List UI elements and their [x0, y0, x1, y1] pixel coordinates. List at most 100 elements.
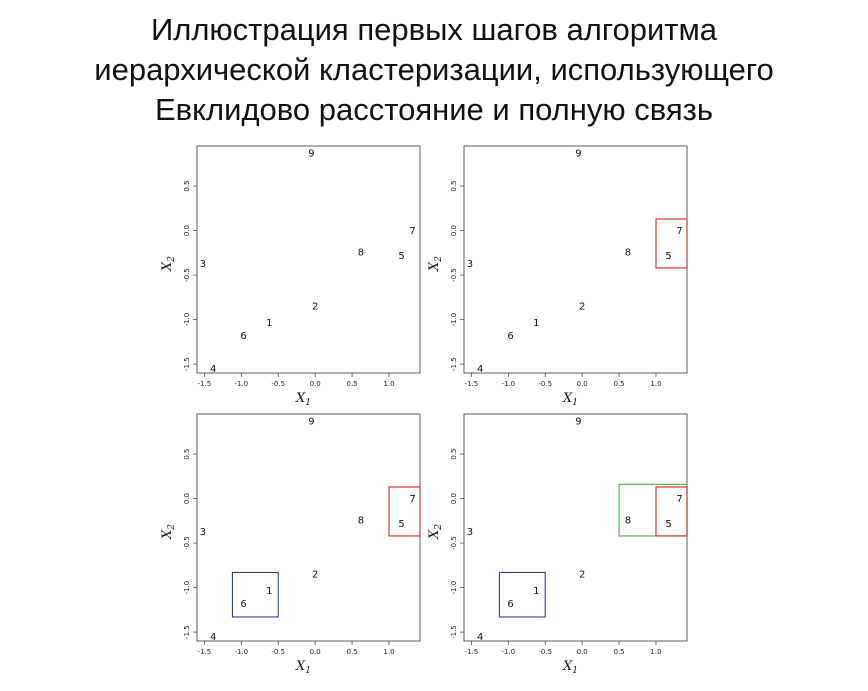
y-tick-label: -1.5: [183, 625, 191, 639]
y-tick-label: -1.0: [450, 581, 458, 595]
point-label-9: 9: [308, 149, 314, 160]
x-tick-label: 1.0: [650, 380, 661, 388]
point-label-6: 6: [507, 599, 513, 610]
point-label-9: 9: [575, 417, 581, 428]
x-tick-label: 0.0: [577, 648, 588, 656]
point-label-3: 3: [200, 259, 206, 270]
x-tick-label: -1.5: [198, 648, 212, 656]
y-axis-label-subscript: 2: [167, 524, 177, 531]
x-axis-label: X1: [562, 659, 578, 676]
plot-frame: [196, 145, 421, 374]
point-label-4: 4: [477, 364, 483, 375]
slide-title-line-3: Евклидово расстояние и полную связь: [154, 92, 714, 127]
y-axis-label-subscript: 2: [434, 524, 444, 531]
point-label-9: 9: [575, 149, 581, 160]
scatter-panel-1: -1.5 -1.0 -0.5 0.0 0.5 1.0 -1.5 -1.0 -0.5 0.0 0.5 X…: [160, 145, 421, 408]
point-label-2: 2: [312, 302, 318, 313]
x-tick-label: -0.5: [538, 648, 552, 656]
y-tick-label: -0.5: [183, 268, 191, 282]
point-label-8: 8: [358, 515, 364, 526]
y-tick-label: -1.0: [183, 581, 191, 595]
plot-frame: [463, 145, 688, 374]
point-label-2: 2: [579, 302, 585, 313]
x-tick-label: -1.5: [465, 380, 479, 388]
x-axis-label-subscript: 1: [305, 398, 311, 408]
x-tick-label: 0.5: [346, 380, 357, 388]
x-tick-label: -1.0: [501, 648, 515, 656]
point-label-7: 7: [409, 226, 415, 237]
x-axis-label: X1: [295, 391, 311, 408]
x-tick-label: -1.0: [234, 380, 248, 388]
y-tick-label: -0.5: [450, 268, 458, 282]
point-label-7: 7: [409, 494, 415, 505]
x-tick-label: -0.5: [271, 648, 285, 656]
y-tick-label: 0.0: [450, 493, 458, 504]
point-label-9: 9: [308, 417, 314, 428]
scatter-panel-2: -1.5 -1.0 -0.5 0.0 0.5 1.0 -1.5 -1.0 -0.5 0.0 0.5 X…: [427, 145, 688, 408]
point-label-6: 6: [240, 331, 246, 342]
y-axis-label: X2: [160, 256, 177, 272]
point-label-4: 4: [477, 632, 483, 643]
slide-title-line-1: Иллюстрация первых шагов алгоритма: [150, 12, 718, 47]
x-axis-label-subscript: 1: [572, 398, 578, 408]
y-tick-label: 0.0: [183, 225, 191, 236]
scatter-panel-3: -1.5 -1.0 -0.5 0.0 0.5 1.0 -1.5 -1.0 -0.5 0.0 0.5 X…: [160, 413, 421, 676]
x-tick-label: 1.0: [383, 380, 394, 388]
point-label-3: 3: [467, 259, 473, 270]
x-tick-label: 0.0: [310, 648, 321, 656]
point-label-3: 3: [467, 527, 473, 538]
y-tick-label: -1.5: [450, 625, 458, 639]
point-label-1: 1: [266, 318, 272, 329]
cluster-box: [388, 486, 421, 537]
x-tick-label: 0.5: [346, 648, 357, 656]
x-axis-label-subscript: 1: [572, 666, 578, 676]
x-tick-label: 0.5: [613, 380, 624, 388]
point-label-4: 4: [210, 364, 216, 375]
point-label-7: 7: [676, 494, 682, 505]
y-tick-label: -1.5: [183, 357, 191, 371]
x-tick-label: -1.5: [198, 380, 212, 388]
x-tick-label: 1.0: [383, 648, 394, 656]
point-label-2: 2: [579, 570, 585, 581]
y-tick-label: -1.5: [450, 357, 458, 371]
x-axis-label: X1: [562, 391, 578, 408]
slide-title: Иллюстрация первых шагов алгоритма иерар…: [0, 10, 868, 130]
x-tick-label: -1.5: [465, 648, 479, 656]
cluster-box: [655, 486, 688, 537]
point-label-6: 6: [240, 599, 246, 610]
x-tick-label: -0.5: [538, 380, 552, 388]
point-label-5: 5: [665, 519, 671, 530]
y-tick-label: 0.5: [183, 448, 191, 459]
y-axis-label: X2: [160, 524, 177, 540]
point-label-8: 8: [358, 247, 364, 258]
x-tick-label: -1.0: [234, 648, 248, 656]
point-label-1: 1: [266, 586, 272, 597]
y-tick-label: -0.5: [450, 536, 458, 550]
cluster-box: [498, 571, 546, 618]
y-tick-label: 0.0: [450, 225, 458, 236]
cluster-box: [655, 218, 688, 269]
y-tick-label: -0.5: [183, 536, 191, 550]
point-label-6: 6: [507, 331, 513, 342]
y-tick-label: -1.0: [183, 313, 191, 327]
y-tick-label: 0.5: [450, 180, 458, 191]
y-axis-label: X2: [427, 524, 444, 540]
x-axis-label-subscript: 1: [305, 666, 311, 676]
plot-frame: [196, 413, 421, 642]
point-label-2: 2: [312, 570, 318, 581]
scatter-panel-4: -1.5 -1.0 -0.5 0.0 0.5 1.0 -1.5 -1.0 -0.5 0.0 0.5 X…: [427, 413, 688, 676]
point-label-1: 1: [533, 318, 539, 329]
x-tick-label: 1.0: [650, 648, 661, 656]
x-axis-label: X1: [295, 659, 311, 676]
x-tick-label: 0.0: [310, 380, 321, 388]
plot-frame: [463, 413, 688, 642]
point-label-5: 5: [398, 519, 404, 530]
point-label-5: 5: [665, 251, 671, 262]
y-axis-label-subscript: 2: [167, 256, 177, 263]
point-label-7: 7: [676, 226, 682, 237]
point-label-4: 4: [210, 632, 216, 643]
y-axis-label: X2: [427, 256, 444, 272]
cluster-box: [618, 483, 688, 537]
slide-title-line-2: иерархической кластеризации, использующе…: [94, 52, 774, 87]
